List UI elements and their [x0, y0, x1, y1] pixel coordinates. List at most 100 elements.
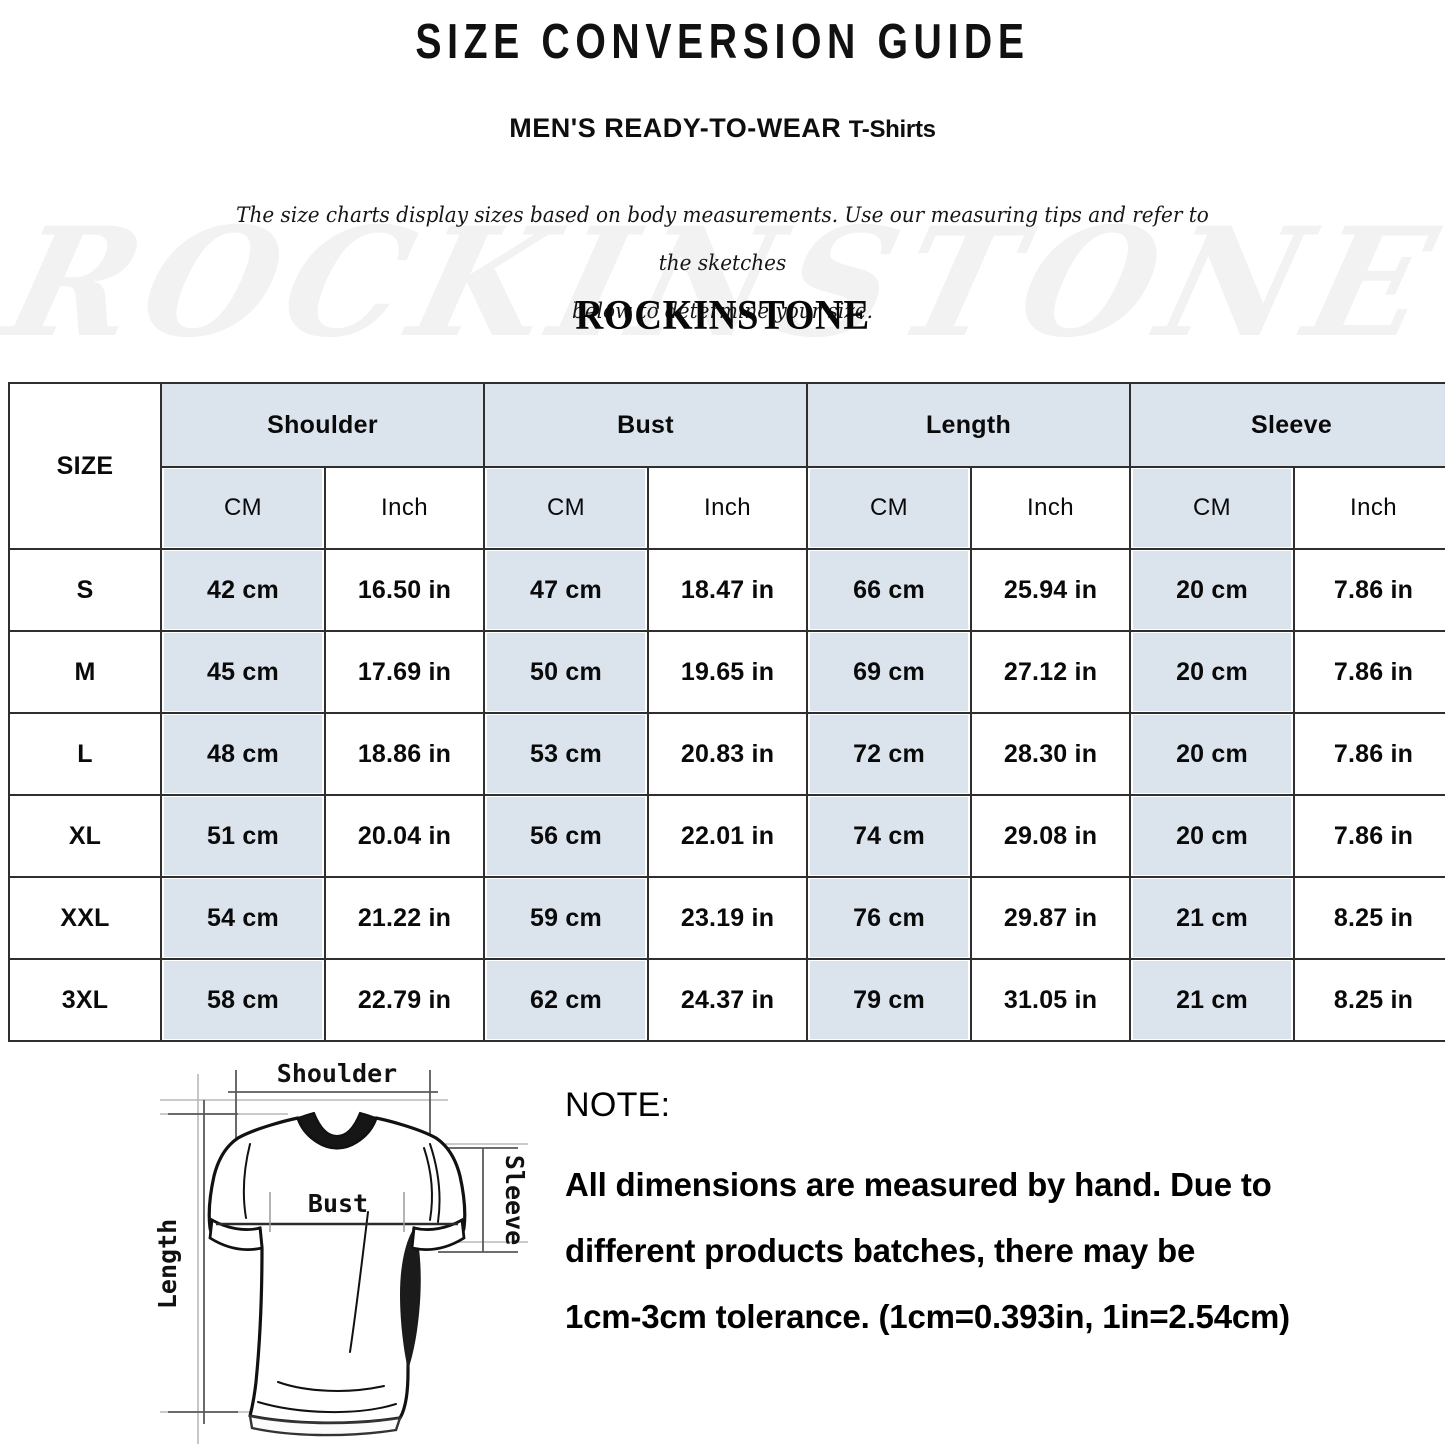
- cell-length-inch: 27.12 in: [970, 630, 1132, 714]
- table-unit-row: CM Inch CM Inch CM Inch CM Inch: [9, 466, 1445, 550]
- cell-bust-cm: 53 cm: [483, 712, 649, 796]
- cell-value: 20 cm: [1176, 821, 1248, 850]
- cell-sleeve-inch: 7.86 in: [1293, 630, 1445, 714]
- unit-shoulder-inch: Inch: [324, 466, 485, 550]
- unit-bust-inch: Inch: [646, 466, 809, 550]
- cell-value: 53 cm: [530, 739, 602, 768]
- cell-sleeve-cm: 21 cm: [1129, 876, 1296, 960]
- cell-length-cm: 76 cm: [806, 876, 973, 960]
- cell-bust-inch: 23.19 in: [646, 876, 809, 960]
- cell-value: 20 cm: [1176, 657, 1248, 686]
- cell-value: 74 cm: [853, 821, 925, 850]
- header-size: SIZE: [8, 382, 162, 550]
- header-group-sleeve: Sleeve: [1129, 382, 1445, 468]
- cell-shoulder-cm: 45 cm: [160, 630, 326, 714]
- unit-shoulder-cm-label: CM: [223, 494, 263, 521]
- cell-length-cm: 74 cm: [806, 794, 973, 878]
- cell-length-cm: 79 cm: [806, 958, 973, 1042]
- cell-value: 66 cm: [853, 575, 925, 604]
- cell-length-cm: 66 cm: [806, 548, 973, 632]
- bust-label: Bust: [308, 1189, 368, 1218]
- cell-bust-inch: 19.65 in: [646, 630, 809, 714]
- size-table-container: SIZE Shoulder Bust Length Sleeve CM Inch…: [8, 382, 1445, 1042]
- cell-value: 48 cm: [207, 739, 279, 768]
- description-text: The size charts display sizes based on b…: [218, 192, 1227, 336]
- row-size-label: XXL: [8, 876, 162, 960]
- cell-shoulder-cm: 48 cm: [160, 712, 326, 796]
- cell-shoulder-cm: 54 cm: [160, 876, 326, 960]
- cell-shoulder-inch: 17.69 in: [324, 630, 485, 714]
- table-row: XXL 54 cm 21.22 in 59 cm 23.19 in 76 cm …: [8, 876, 1445, 960]
- subtitle-product: T-Shirts: [848, 116, 936, 143]
- cell-shoulder-inch: 22.79 in: [324, 958, 485, 1042]
- table-group-header-row: SIZE Shoulder Bust Length Sleeve: [8, 382, 1445, 550]
- subtitle-category: MEN'S READY-TO-WEAR: [509, 113, 842, 143]
- sleeve-label: Sleeve: [500, 1155, 529, 1245]
- cell-shoulder-inch: 21.22 in: [324, 876, 485, 960]
- note-line-1: All dimensions are measured by hand. Due…: [565, 1166, 1272, 1203]
- cell-sleeve-cm: 20 cm: [1129, 794, 1296, 878]
- page-title: SIZE CONVERSION GUIDE: [415, 15, 1030, 69]
- cell-value: 45 cm: [207, 657, 279, 686]
- cell-value: 72 cm: [853, 739, 925, 768]
- cell-value: 21 cm: [1176, 985, 1248, 1014]
- row-size-label: L: [8, 712, 162, 796]
- cell-length-inch: 28.30 in: [970, 712, 1132, 796]
- unit-length-inch: Inch: [970, 466, 1132, 550]
- cell-sleeve-cm: 20 cm: [1129, 548, 1296, 632]
- cell-value: 56 cm: [530, 821, 602, 850]
- cell-value: 51 cm: [207, 821, 279, 850]
- unit-shoulder-cm: CM: [160, 466, 326, 550]
- cell-value: 21 cm: [1176, 903, 1248, 932]
- cell-sleeve-inch: 8.25 in: [1293, 958, 1445, 1042]
- cell-sleeve-inch: 8.25 in: [1293, 876, 1445, 960]
- table-row: L 48 cm 18.86 in 53 cm 20.83 in 72 cm 28…: [8, 712, 1445, 796]
- cell-shoulder-inch: 16.50 in: [324, 548, 485, 632]
- cell-value: 59 cm: [530, 903, 602, 932]
- cell-bust-cm: 47 cm: [483, 548, 649, 632]
- cell-shoulder-inch: 20.04 in: [324, 794, 485, 878]
- cell-value: 47 cm: [530, 575, 602, 604]
- cell-sleeve-inch: 7.86 in: [1293, 794, 1445, 878]
- header-group-shoulder: Shoulder: [160, 382, 485, 468]
- cell-bust-inch: 20.83 in: [646, 712, 809, 796]
- cell-sleeve-inch: 7.86 in: [1293, 548, 1445, 632]
- cell-shoulder-cm: 51 cm: [160, 794, 326, 878]
- shoulder-label: Shoulder: [277, 1059, 397, 1088]
- note-section: NOTE: All dimensions are measured by han…: [565, 1086, 1435, 1350]
- cell-length-inch: 31.05 in: [970, 958, 1132, 1042]
- cell-shoulder-cm: 58 cm: [160, 958, 326, 1042]
- cell-sleeve-cm: 21 cm: [1129, 958, 1296, 1042]
- cell-bust-inch: 18.47 in: [646, 548, 809, 632]
- cell-shoulder-cm: 42 cm: [160, 548, 326, 632]
- row-size-label: XL: [8, 794, 162, 878]
- size-conversion-table: SIZE Shoulder Bust Length Sleeve CM Inch…: [8, 382, 1445, 1042]
- cell-length-inch: 25.94 in: [970, 548, 1132, 632]
- cell-value: 69 cm: [853, 657, 925, 686]
- row-size-label: 3XL: [8, 958, 162, 1042]
- length-label: Length: [153, 1219, 182, 1309]
- unit-length-cm: CM: [806, 466, 973, 550]
- cell-bust-cm: 59 cm: [483, 876, 649, 960]
- note-title: NOTE:: [565, 1086, 671, 1124]
- cell-length-inch: 29.87 in: [970, 876, 1132, 960]
- description-line-1: The size charts display sizes based on b…: [236, 203, 1209, 276]
- table-row: M 45 cm 17.69 in 50 cm 19.65 in 69 cm 27…: [8, 630, 1445, 714]
- cell-value: 20 cm: [1176, 575, 1248, 604]
- cell-sleeve-cm: 20 cm: [1129, 712, 1296, 796]
- description-line-2: below to determine your size.: [572, 299, 873, 324]
- unit-sleeve-inch: Inch: [1293, 466, 1445, 550]
- cell-bust-cm: 56 cm: [483, 794, 649, 878]
- cell-length-inch: 29.08 in: [970, 794, 1132, 878]
- cell-length-cm: 72 cm: [806, 712, 973, 796]
- table-row: S 42 cm 16.50 in 47 cm 18.47 in 66 cm 25…: [8, 548, 1445, 632]
- page-subtitle: MEN'S READY-TO-WEAR T-Shirts: [0, 113, 1445, 144]
- cell-sleeve-cm: 20 cm: [1129, 630, 1296, 714]
- cell-value: 54 cm: [207, 903, 279, 932]
- unit-sleeve-cm-label: CM: [1192, 494, 1232, 521]
- unit-sleeve-cm: CM: [1129, 466, 1296, 550]
- header-group-length: Length: [806, 382, 1132, 468]
- cell-value: 79 cm: [853, 985, 925, 1014]
- table-row: 3XL 58 cm 22.79 in 62 cm 24.37 in 79 cm …: [8, 958, 1445, 1042]
